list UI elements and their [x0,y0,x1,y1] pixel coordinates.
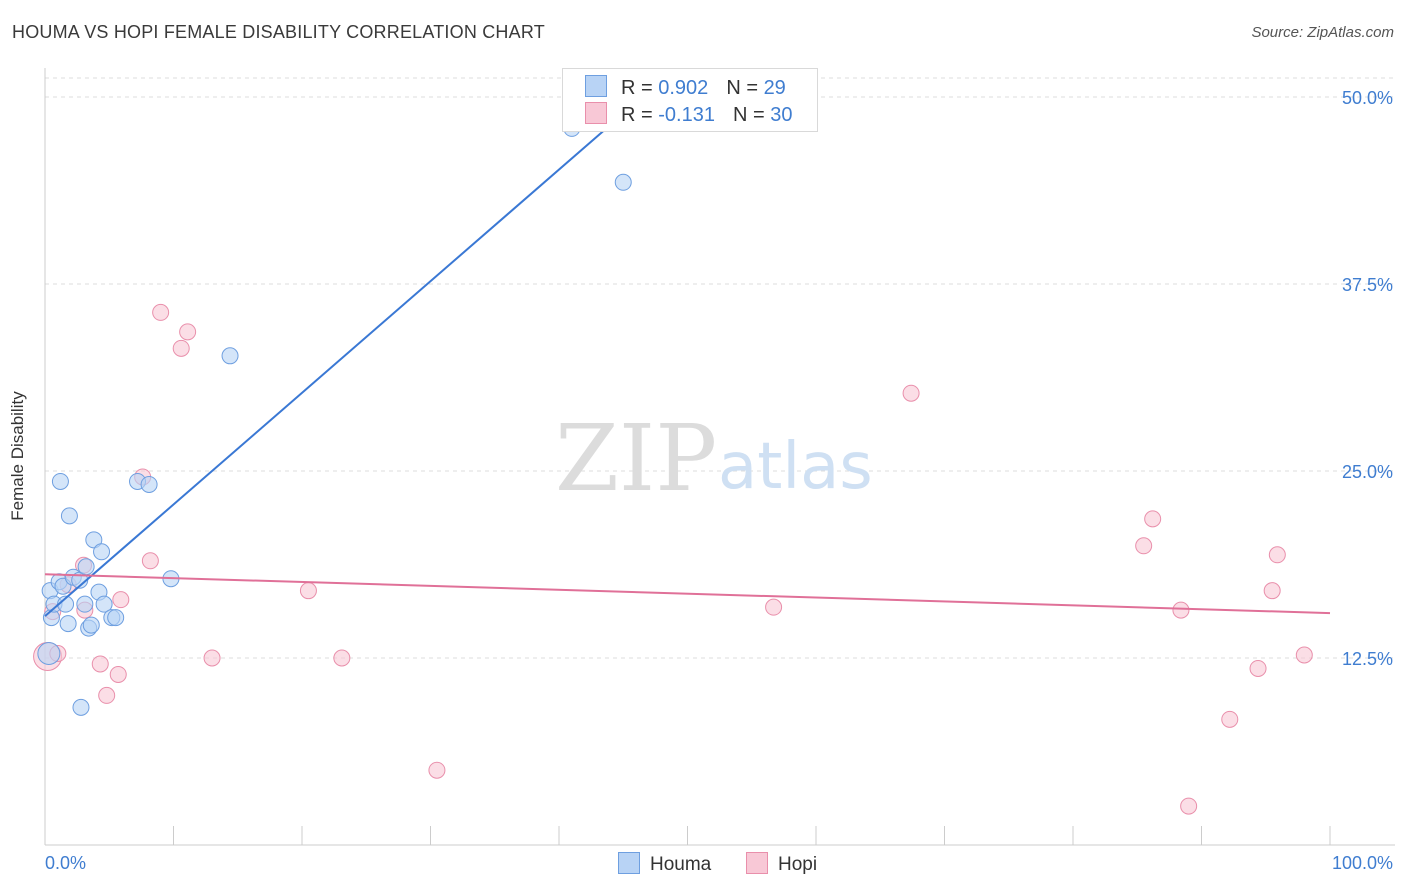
houma-point [37,642,61,666]
hopi-point [112,591,130,609]
hopi-point [765,598,783,616]
houma-points [37,119,632,716]
houma-point [59,615,77,633]
hopi-point [1172,601,1190,619]
hopi-point [1144,510,1162,528]
hopi-legend-swatch [746,852,768,874]
hopi-r-value: -0.131 [658,104,715,126]
hopi-n-value: 30 [770,104,793,126]
houma-point [82,616,100,634]
houma-point [51,472,69,490]
houma-point [85,531,103,549]
houma-r-label: R = [621,77,653,99]
watermark-zip: ZIP [555,405,717,512]
legend-item-hopi[interactable]: Hopi [746,852,817,876]
correlation-legend: R = 0.902 N = 29 R = -0.131 N = 30 [562,68,818,132]
houma-legend-swatch [618,852,640,874]
chart-title: HOUMA VS HOPI FEMALE DISABILITY CORRELAT… [12,22,545,42]
legend-row-hopi: R = -0.131 N = 30 [585,102,792,126]
watermark: ZIP atlas [555,405,873,512]
hopi-r-label: R = [621,104,653,126]
source-credit: Source: ZipAtlas.com [1251,24,1394,41]
watermark-atlas: atlas [718,430,873,504]
houma-point [140,475,158,493]
trend-lines [44,96,1331,617]
hopi-point [1180,797,1198,815]
hopi-point [1249,659,1267,677]
hopi-point [179,323,197,341]
houma-n-value: 29 [763,77,786,99]
x-tick-label-min: 0.0% [45,853,86,873]
legend-row-houma: R = 0.902 N = 29 [585,75,786,99]
houma-point [77,558,95,576]
hopi-legend-label: Hopi [778,854,818,875]
houma-trend-line [44,96,644,617]
grid-lines [45,77,1395,659]
y-tick-label: 25.0% [1342,462,1393,482]
hopi-point [203,649,221,667]
hopi-point [902,384,920,402]
hopi-swatch [585,102,607,124]
hopi-point [1295,646,1313,664]
houma-point [95,595,113,613]
houma-point [93,543,111,561]
hopi-point [428,761,446,779]
houma-point [76,595,94,613]
houma-swatch [585,75,607,97]
houma-r-value: 0.902 [658,77,709,99]
houma-point [107,609,125,627]
houma-point [60,507,78,525]
houma-legend-label: Houma [650,854,712,875]
hopi-point [141,552,159,570]
series-legend: Houma Hopi [0,852,1406,878]
hopi-point [109,665,127,683]
hopi-point [91,655,109,673]
hopi-point [172,339,190,357]
hopi-point [333,649,351,667]
hopi-trend-line [44,573,1331,615]
hopi-point [1263,582,1281,600]
axes [44,68,1395,846]
houma-point [72,698,90,716]
hopi-point [1221,710,1239,728]
hopi-point [98,686,116,704]
houma-point [221,347,239,365]
y-tick-label: 37.5% [1342,275,1393,295]
y-tick-label: 12.5% [1342,649,1393,669]
hopi-n-label: N = [732,104,765,126]
hopi-point [1268,546,1286,564]
hopi-points [33,303,1313,815]
legend-item-houma[interactable]: Houma [618,852,711,876]
hopi-point [1135,537,1153,555]
houma-point [614,173,632,191]
tick-labels: 12.5% 25.0% 37.5% 50.0% 0.0% 100.0% [45,88,1393,873]
houma-n-label: N = [726,77,758,99]
hopi-point [299,582,317,600]
hopi-point [152,303,170,321]
x-tick-label-max: 100.0% [1332,853,1393,873]
y-tick-label: 50.0% [1342,88,1393,108]
